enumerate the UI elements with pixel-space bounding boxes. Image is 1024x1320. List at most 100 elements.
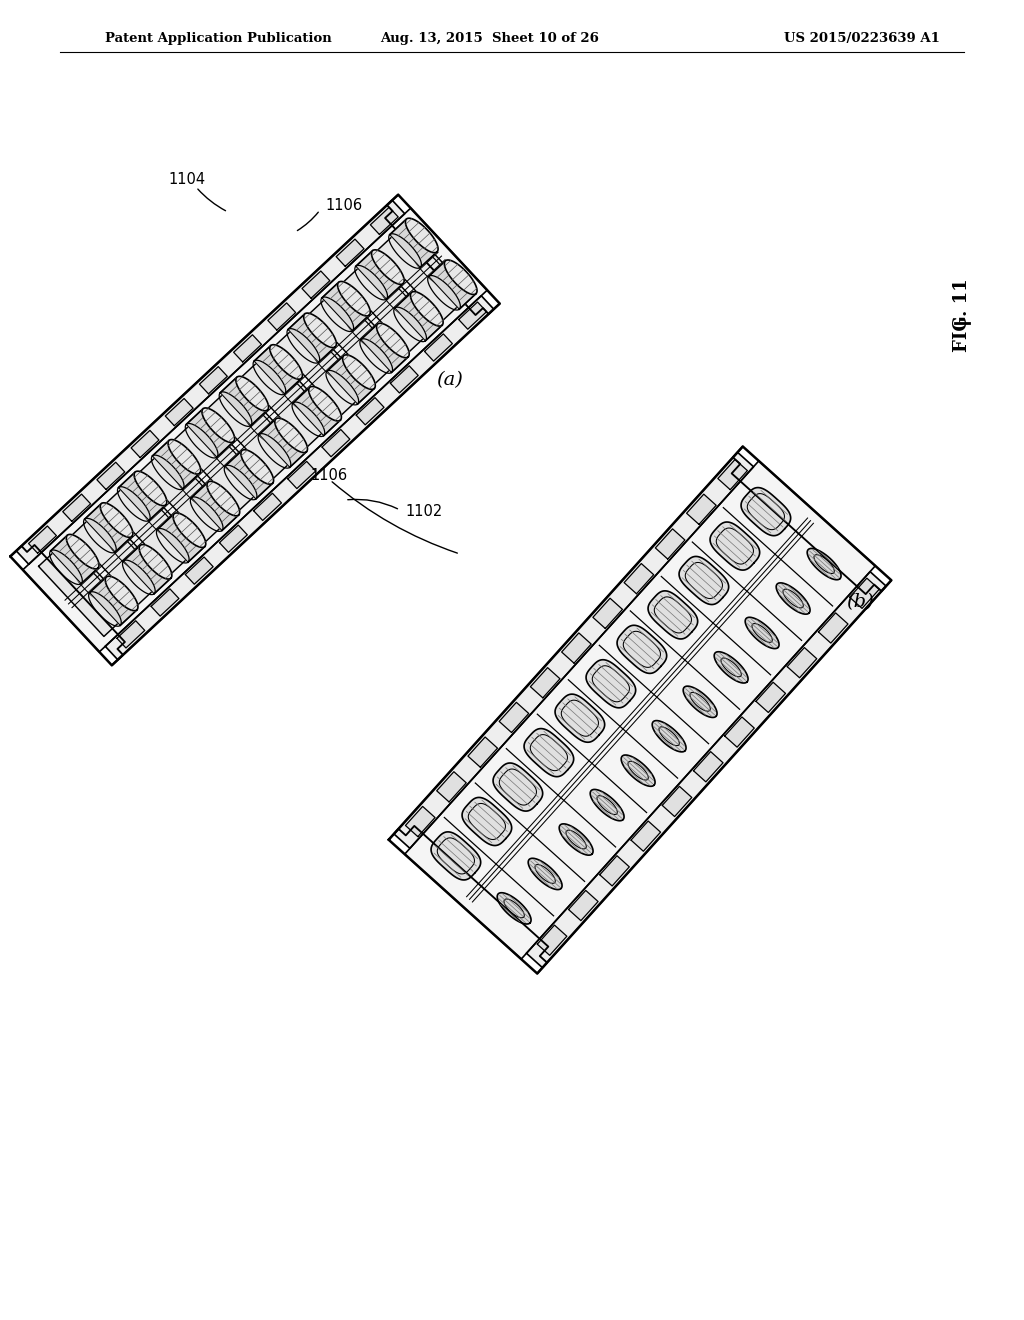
Polygon shape xyxy=(254,346,301,393)
Polygon shape xyxy=(559,824,593,855)
Polygon shape xyxy=(97,462,125,490)
Polygon shape xyxy=(526,572,886,968)
Polygon shape xyxy=(254,494,282,520)
Polygon shape xyxy=(90,577,137,626)
Polygon shape xyxy=(850,578,880,609)
Polygon shape xyxy=(158,513,205,562)
Text: US 2015/0223639 A1: US 2015/0223639 A1 xyxy=(784,32,940,45)
Polygon shape xyxy=(308,387,341,421)
Text: 1102: 1102 xyxy=(406,504,442,520)
Text: Aug. 13, 2015  Sheet 10 of 26: Aug. 13, 2015 Sheet 10 of 26 xyxy=(381,32,599,45)
Polygon shape xyxy=(242,355,331,446)
Polygon shape xyxy=(356,251,403,300)
Text: FIG. 11: FIG. 11 xyxy=(953,279,971,352)
Polygon shape xyxy=(100,503,133,537)
Polygon shape xyxy=(663,787,692,817)
Polygon shape xyxy=(310,292,399,384)
Polygon shape xyxy=(538,925,567,956)
Polygon shape xyxy=(687,494,716,524)
Polygon shape xyxy=(29,525,56,553)
Polygon shape xyxy=(174,417,263,510)
Polygon shape xyxy=(617,626,667,673)
Polygon shape xyxy=(756,682,785,713)
Polygon shape xyxy=(787,648,817,677)
Polygon shape xyxy=(344,260,433,352)
Polygon shape xyxy=(293,387,340,436)
Polygon shape xyxy=(288,314,335,362)
Polygon shape xyxy=(106,480,196,573)
Polygon shape xyxy=(624,564,653,594)
Polygon shape xyxy=(528,858,562,890)
Polygon shape xyxy=(372,249,404,284)
Polygon shape xyxy=(411,292,443,326)
Polygon shape xyxy=(377,323,410,358)
Polygon shape xyxy=(714,652,749,682)
Text: (b): (b) xyxy=(846,593,873,611)
Polygon shape xyxy=(259,418,306,467)
Polygon shape xyxy=(304,313,336,347)
Polygon shape xyxy=(404,461,876,960)
Polygon shape xyxy=(152,589,179,616)
Polygon shape xyxy=(807,548,841,579)
Polygon shape xyxy=(818,612,848,643)
Polygon shape xyxy=(776,583,810,614)
Polygon shape xyxy=(338,281,371,315)
Polygon shape xyxy=(725,717,755,747)
Polygon shape xyxy=(274,418,307,453)
Polygon shape xyxy=(23,209,487,652)
Polygon shape xyxy=(105,296,494,660)
Polygon shape xyxy=(561,632,591,663)
Polygon shape xyxy=(390,219,437,268)
Text: 1104: 1104 xyxy=(168,173,205,187)
Polygon shape xyxy=(710,521,760,570)
Polygon shape xyxy=(406,807,435,837)
Polygon shape xyxy=(241,450,273,484)
Polygon shape xyxy=(745,618,779,648)
Polygon shape xyxy=(390,366,418,393)
Polygon shape xyxy=(119,473,166,520)
Polygon shape xyxy=(683,686,717,718)
Polygon shape xyxy=(568,891,598,920)
Polygon shape xyxy=(186,409,233,457)
Polygon shape xyxy=(499,702,528,733)
Polygon shape xyxy=(394,453,754,849)
Polygon shape xyxy=(693,751,723,781)
Polygon shape xyxy=(302,271,330,298)
Polygon shape xyxy=(117,620,144,648)
Polygon shape xyxy=(191,482,239,531)
Polygon shape xyxy=(207,482,240,516)
Text: (a): (a) xyxy=(436,371,464,389)
Polygon shape xyxy=(586,660,636,708)
Polygon shape xyxy=(50,535,98,583)
Text: 1106: 1106 xyxy=(310,467,347,483)
Polygon shape xyxy=(395,293,442,341)
Polygon shape xyxy=(652,721,686,752)
Polygon shape xyxy=(655,529,685,560)
Polygon shape xyxy=(360,325,409,372)
Polygon shape xyxy=(530,668,560,698)
Polygon shape xyxy=(524,729,573,776)
Polygon shape xyxy=(327,355,375,404)
Polygon shape xyxy=(185,557,213,585)
Polygon shape xyxy=(269,345,302,379)
Polygon shape xyxy=(208,385,297,478)
Polygon shape xyxy=(631,821,660,851)
Polygon shape xyxy=(202,408,234,442)
Polygon shape xyxy=(555,694,604,742)
Polygon shape xyxy=(288,462,315,488)
Polygon shape xyxy=(168,440,201,474)
Polygon shape xyxy=(648,591,697,639)
Polygon shape xyxy=(600,855,630,886)
Polygon shape xyxy=(593,598,623,628)
Polygon shape xyxy=(468,737,498,767)
Polygon shape xyxy=(85,504,132,552)
Polygon shape xyxy=(131,430,159,458)
Polygon shape xyxy=(436,772,466,803)
Polygon shape xyxy=(233,335,261,362)
Polygon shape xyxy=(225,450,272,499)
Polygon shape xyxy=(590,789,624,821)
Polygon shape xyxy=(494,763,543,810)
Polygon shape xyxy=(220,378,267,425)
Polygon shape xyxy=(62,494,90,521)
Polygon shape xyxy=(444,260,477,294)
